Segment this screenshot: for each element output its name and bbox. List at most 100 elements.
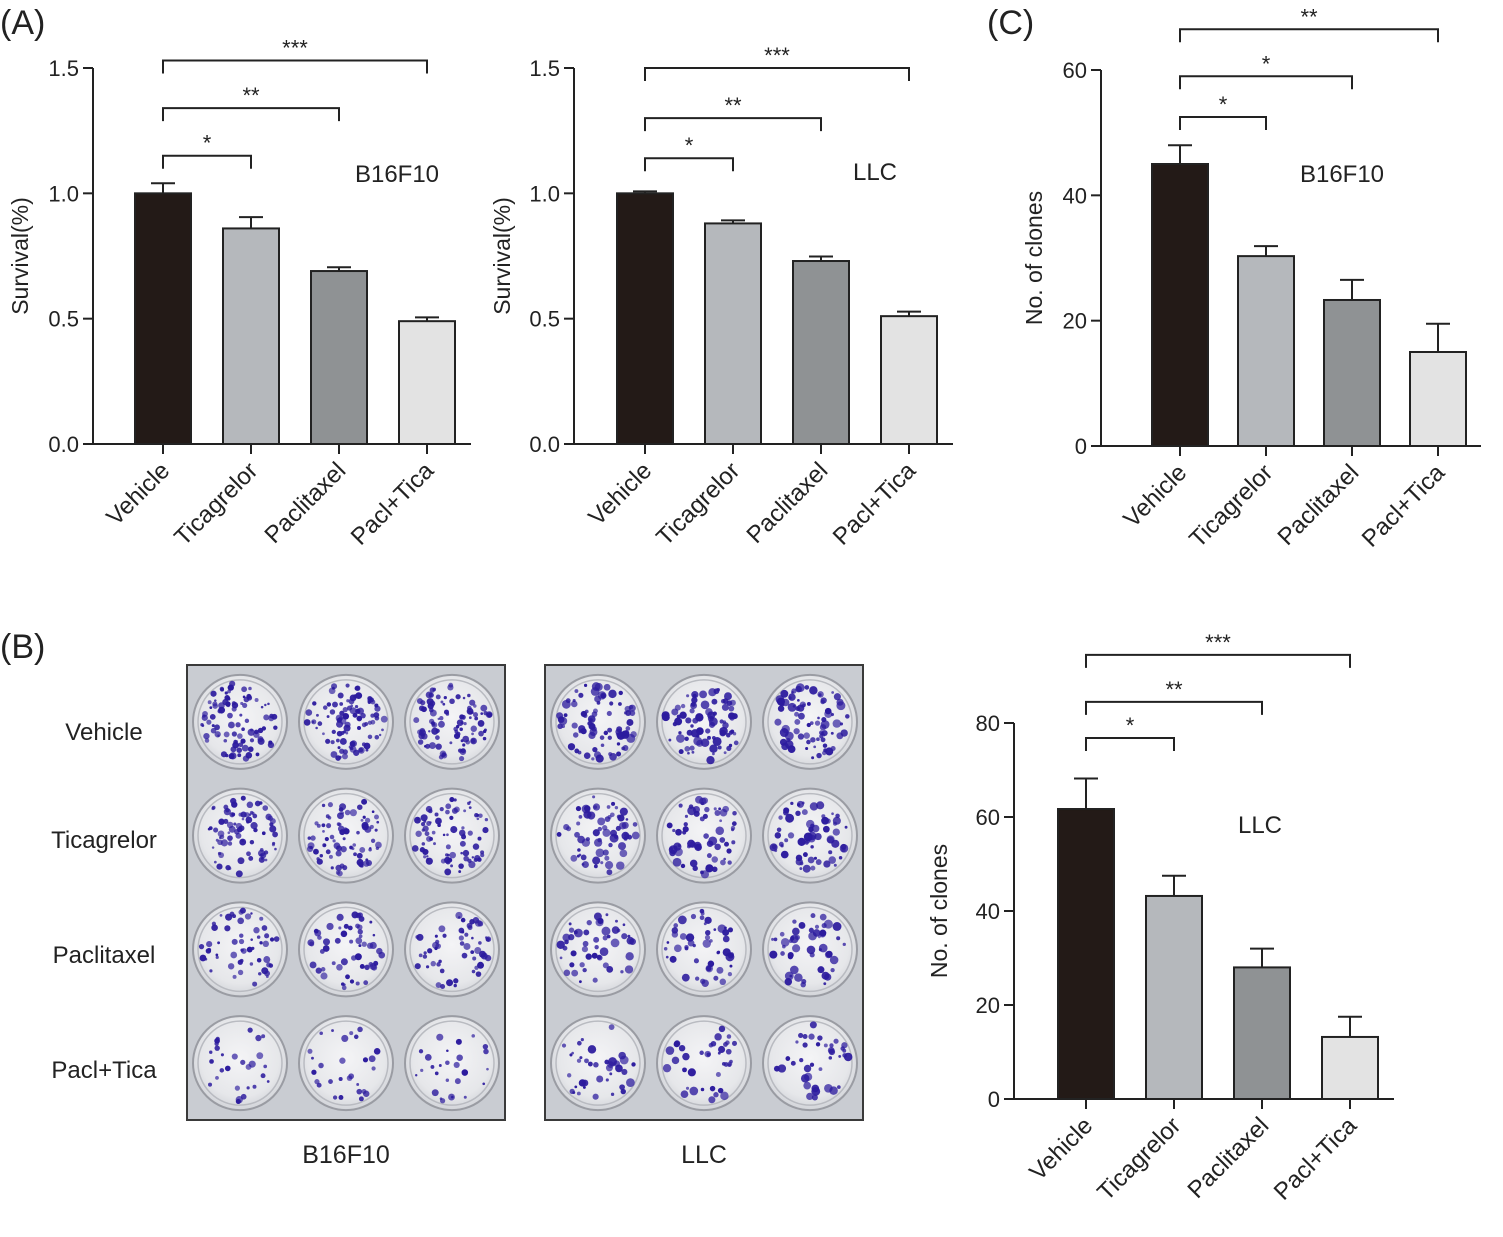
colony xyxy=(726,848,732,854)
colony xyxy=(608,1024,615,1030)
colony xyxy=(202,714,206,718)
colony xyxy=(803,732,810,739)
colony xyxy=(268,715,275,722)
colony xyxy=(700,911,705,916)
colony xyxy=(458,863,464,869)
colony xyxy=(837,1085,841,1089)
colony xyxy=(447,684,454,691)
colony xyxy=(430,960,436,967)
colony xyxy=(319,1031,323,1036)
colony xyxy=(369,963,377,970)
colony xyxy=(245,816,253,824)
colony xyxy=(362,815,366,819)
colony xyxy=(817,1035,823,1041)
colony xyxy=(239,933,244,938)
colony xyxy=(360,818,364,822)
colony xyxy=(823,982,827,986)
colony xyxy=(232,974,237,979)
x-tick-label-pacl-tica: Pacl+Tica xyxy=(346,457,440,551)
y-tick-label: 1.5 xyxy=(48,56,79,81)
colony xyxy=(257,849,266,857)
colony xyxy=(592,977,598,983)
colony xyxy=(705,864,714,873)
colony xyxy=(811,1084,820,1093)
colony xyxy=(807,856,815,864)
colony xyxy=(830,968,835,973)
colony xyxy=(615,1064,623,1073)
colony xyxy=(617,734,622,738)
colony xyxy=(356,858,364,866)
colony xyxy=(330,740,335,745)
colony xyxy=(357,1026,363,1033)
colony xyxy=(256,1052,264,1060)
colony xyxy=(319,854,324,858)
colony xyxy=(250,912,253,915)
colony xyxy=(610,1092,615,1097)
colony xyxy=(799,867,803,871)
colony xyxy=(247,1027,253,1033)
colony xyxy=(713,1092,719,1098)
colony xyxy=(835,813,840,819)
colony xyxy=(361,722,367,728)
colony xyxy=(335,850,342,857)
colony xyxy=(241,817,245,821)
colony xyxy=(804,840,809,845)
colony xyxy=(209,714,216,720)
colony xyxy=(264,933,270,939)
colony xyxy=(358,747,365,754)
y-tick-label: 20 xyxy=(976,993,1000,1018)
colony xyxy=(218,702,225,709)
colony xyxy=(353,1034,359,1040)
colony xyxy=(715,1071,721,1078)
colony xyxy=(572,1091,576,1095)
colony xyxy=(616,742,621,746)
colony xyxy=(798,712,805,720)
colony xyxy=(223,804,229,810)
colony xyxy=(261,925,268,931)
colony xyxy=(361,941,367,947)
colony xyxy=(602,962,609,969)
colony xyxy=(624,705,631,713)
colony xyxy=(815,1042,821,1047)
colony xyxy=(582,967,587,973)
colony xyxy=(361,798,368,805)
colony xyxy=(838,1054,842,1058)
culture-well xyxy=(298,1015,394,1112)
colony xyxy=(794,718,801,725)
colony xyxy=(574,748,580,754)
colony xyxy=(629,710,636,716)
colony xyxy=(808,927,814,933)
colony xyxy=(814,924,820,929)
colony xyxy=(239,713,243,717)
colony xyxy=(450,826,458,834)
colony xyxy=(809,686,818,695)
colony xyxy=(798,922,806,929)
colony xyxy=(719,808,728,817)
colony xyxy=(467,830,473,836)
colony xyxy=(323,843,327,847)
colony xyxy=(808,1033,815,1040)
colony xyxy=(330,866,334,870)
colony xyxy=(231,938,238,945)
colony xyxy=(625,726,631,731)
colony xyxy=(823,919,833,929)
x-tick-label-paclitaxel: Paclitaxel xyxy=(742,457,834,549)
colony xyxy=(435,817,442,825)
colony xyxy=(717,745,722,750)
colony xyxy=(563,969,571,977)
colony xyxy=(249,839,255,845)
colony xyxy=(443,696,447,700)
colony xyxy=(315,967,322,974)
colony xyxy=(714,843,721,851)
colony xyxy=(227,831,231,835)
colony xyxy=(618,1051,626,1060)
colony xyxy=(601,926,611,936)
colony xyxy=(460,748,466,754)
culture-well-rim xyxy=(767,792,853,879)
colony xyxy=(445,1078,450,1082)
colony xyxy=(334,937,341,944)
cell-line-label: LLC xyxy=(853,159,897,186)
significance-stars: * xyxy=(1262,51,1271,76)
colony xyxy=(482,1043,489,1050)
survival-chart-llc: 0.0 0.5 1.0 1.5 Survival(%) LLC VehicleTicagre… xyxy=(489,43,953,551)
